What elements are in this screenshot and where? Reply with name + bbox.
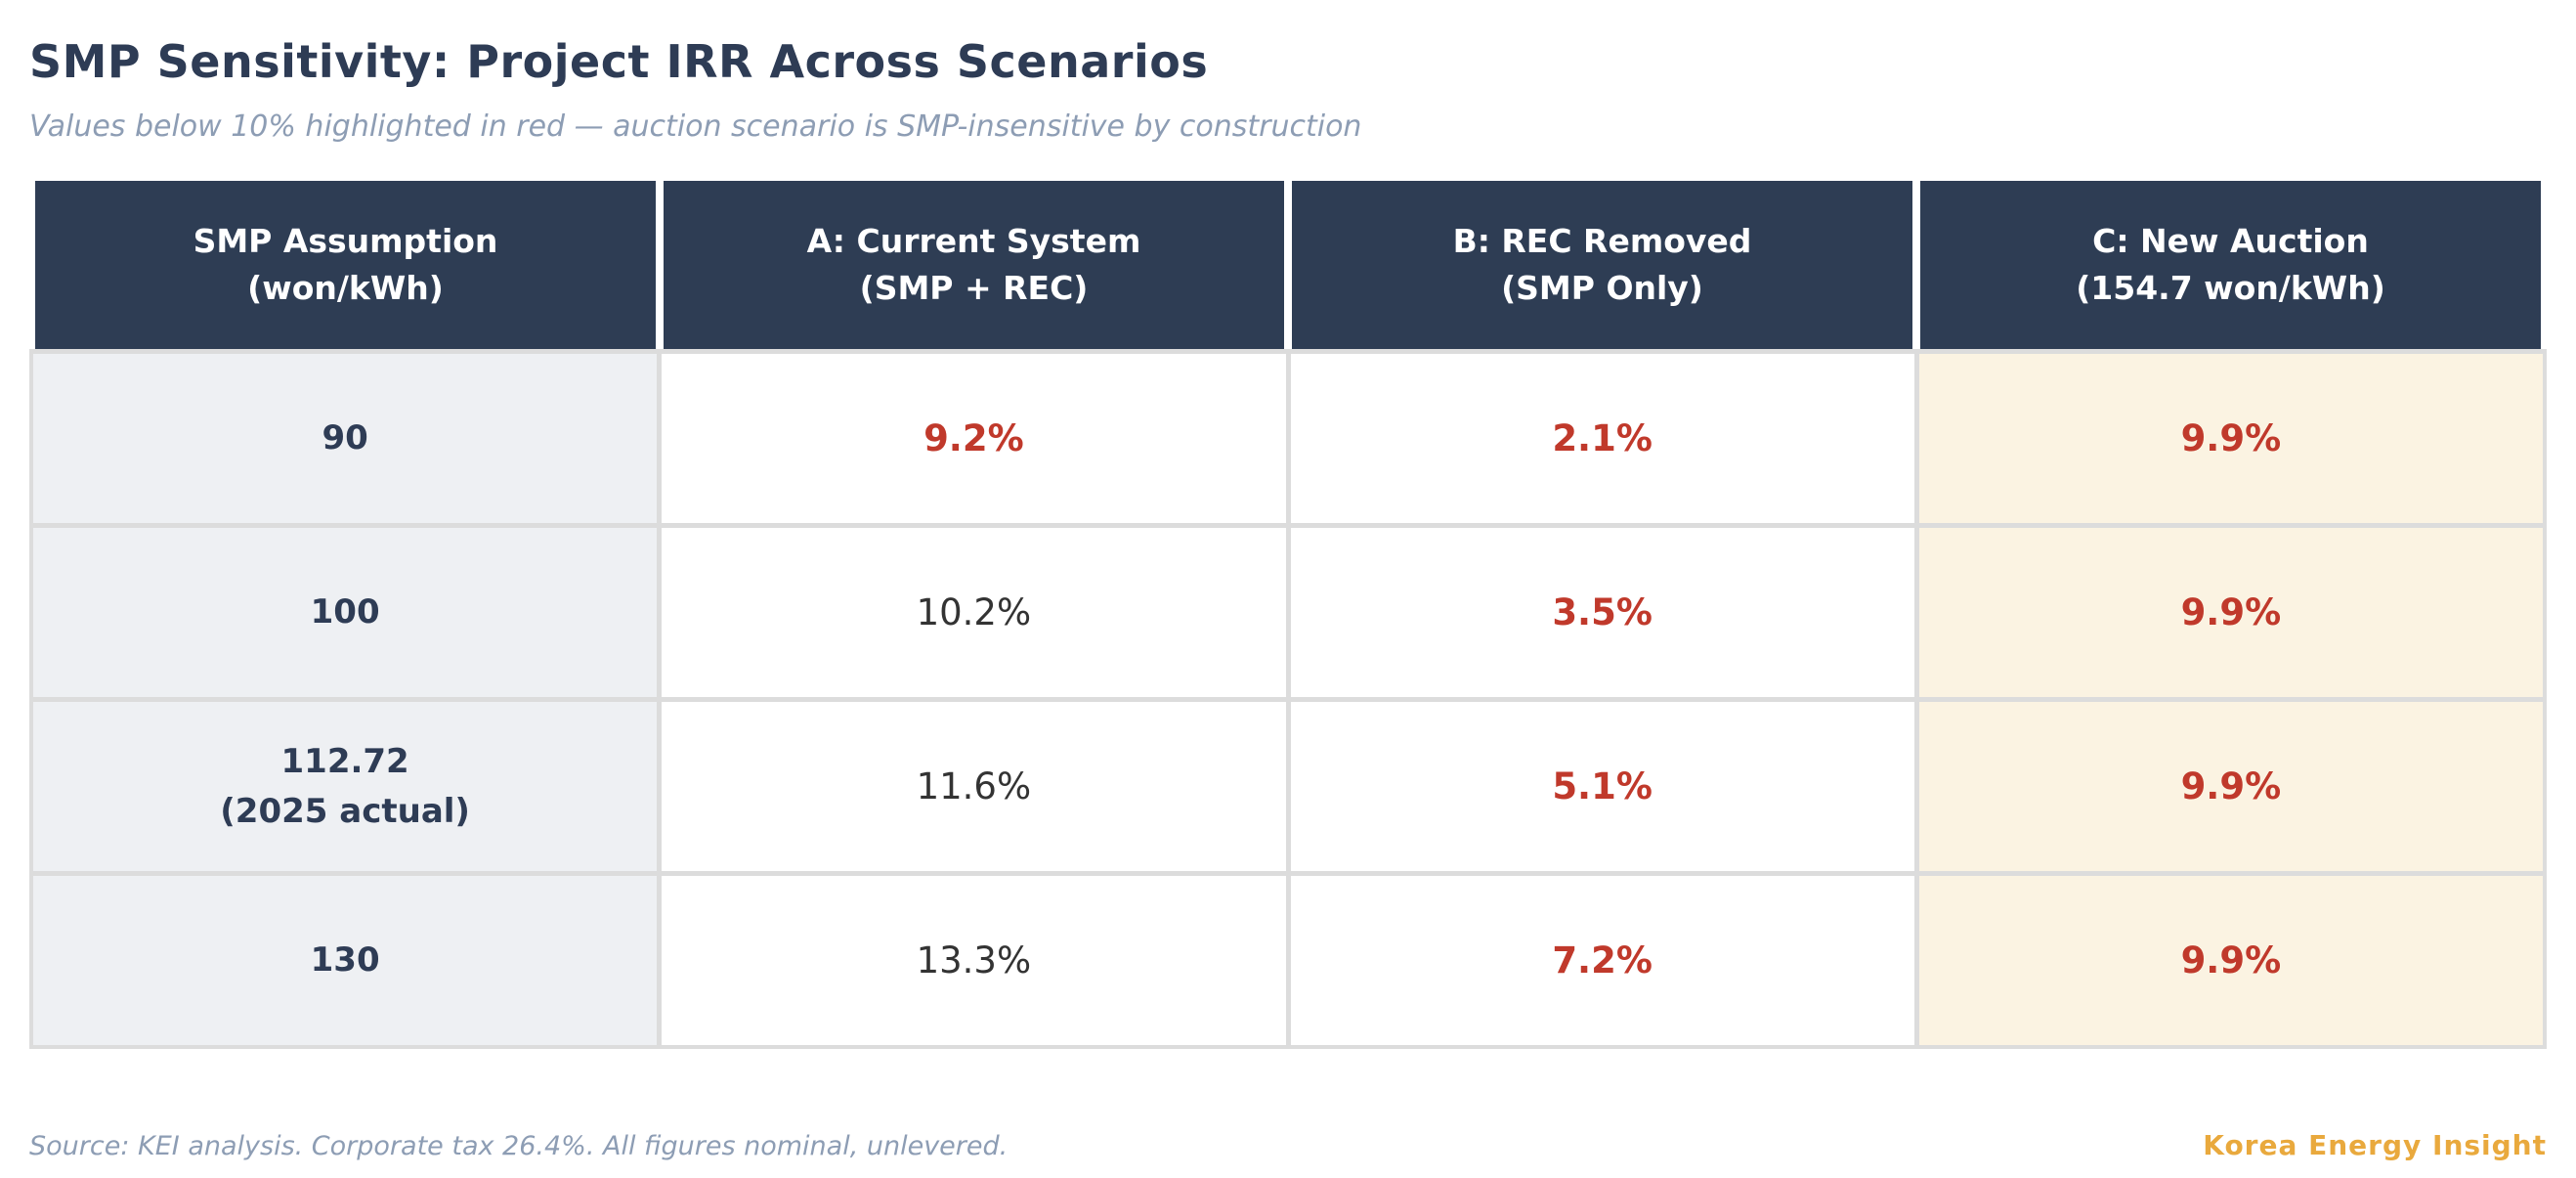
irr-cell-a-90: 9.2% bbox=[662, 354, 1286, 523]
row-label-90: 90 bbox=[33, 354, 658, 523]
irr-cell-c-90: 9.9% bbox=[1918, 354, 2543, 523]
row-label-text: 90 bbox=[322, 418, 368, 458]
page-title: SMP Sensitivity: Project IRR Across Scen… bbox=[29, 35, 1209, 88]
header-scenario-a: A: Current System (SMP + REC) bbox=[664, 181, 1284, 349]
row-label-subtext: (2025 actual) bbox=[220, 791, 470, 831]
header-scenario-c: C: New Auction (154.7 won/kWh) bbox=[1920, 181, 2541, 349]
table-body: 90 9.2% 2.1% 9.9% 100 10.2% 3.5% 9.9% 11… bbox=[29, 349, 2547, 1049]
irr-cell-a-112-72: 11.6% bbox=[662, 702, 1286, 871]
header-line: (SMP + REC) bbox=[859, 269, 1089, 307]
irr-cell-b-90: 2.1% bbox=[1290, 354, 1914, 523]
row-label-text: 130 bbox=[310, 940, 380, 980]
row-label-text: 100 bbox=[310, 592, 380, 632]
irr-cell-c-130: 9.9% bbox=[1918, 876, 2543, 1045]
irr-cell-c-100: 9.9% bbox=[1918, 528, 2543, 697]
irr-cell-b-130: 7.2% bbox=[1290, 876, 1914, 1045]
header-line: (SMP Only) bbox=[1501, 269, 1703, 307]
figure-footer: Source: KEI analysis. Corporate tax 26.4… bbox=[29, 1129, 2547, 1161]
table-header-row: SMP Assumption (won/kWh) A: Current Syst… bbox=[29, 181, 2547, 349]
source-note: Source: KEI analysis. Corporate tax 26.4… bbox=[29, 1131, 1009, 1161]
header-scenario-b: B: REC Removed (SMP Only) bbox=[1292, 181, 1912, 349]
header-line: A: Current System bbox=[806, 222, 1141, 261]
header-line: B: REC Removed bbox=[1452, 222, 1752, 261]
row-label-text: 112.72 bbox=[280, 741, 409, 781]
sensitivity-table: SMP Assumption (won/kWh) A: Current Syst… bbox=[29, 181, 2547, 1049]
header-line: (154.7 won/kWh) bbox=[2076, 269, 2385, 307]
page-subtitle: Values below 10% highlighted in red — au… bbox=[29, 109, 1362, 144]
row-label-100: 100 bbox=[33, 528, 658, 697]
irr-cell-a-100: 10.2% bbox=[662, 528, 1286, 697]
header-smp-assumption: SMP Assumption (won/kWh) bbox=[35, 181, 656, 349]
irr-cell-b-112-72: 5.1% bbox=[1290, 702, 1914, 871]
header-line: C: New Auction bbox=[2092, 222, 2369, 261]
irr-cell-a-130: 13.3% bbox=[662, 876, 1286, 1045]
irr-cell-b-100: 3.5% bbox=[1290, 528, 1914, 697]
row-label-112-72: 112.72 (2025 actual) bbox=[33, 702, 658, 871]
header-line: (won/kWh) bbox=[247, 269, 444, 307]
irr-cell-c-112-72: 9.9% bbox=[1918, 702, 2543, 871]
row-label-130: 130 bbox=[33, 876, 658, 1045]
brand-label: Korea Energy Insight bbox=[2203, 1129, 2547, 1161]
header-line: SMP Assumption bbox=[193, 222, 498, 261]
